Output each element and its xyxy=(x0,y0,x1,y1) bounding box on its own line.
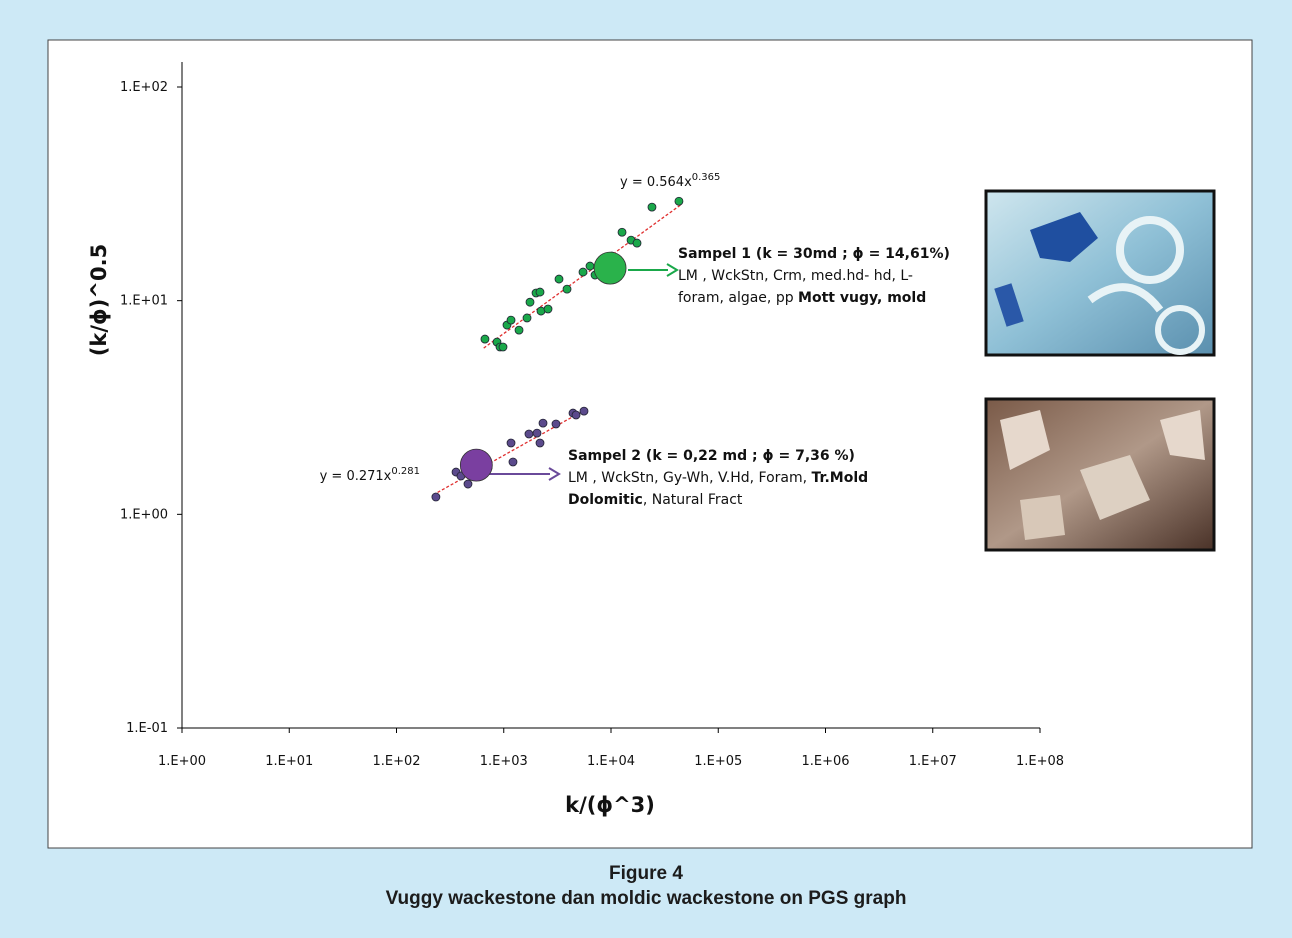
point xyxy=(633,239,641,247)
point xyxy=(586,262,594,270)
x-tick-label: 1.E+02 xyxy=(372,754,420,769)
annotation-line: LM , WckStn, Crm, med.hd- hd, L- xyxy=(678,268,913,284)
annotation-line: Sampel 1 (k = 30md ; ϕ = 14,61%) xyxy=(678,246,950,262)
annotation-text: LM , WckStn, Gy-Wh, V.Hd, Foram, xyxy=(568,470,812,486)
point xyxy=(523,314,531,322)
point xyxy=(618,228,626,236)
point xyxy=(580,407,588,415)
fit-exponent: 0.281 xyxy=(391,466,420,477)
point xyxy=(675,197,683,205)
point xyxy=(572,411,580,419)
y-tick-label: 1.E+02 xyxy=(120,80,168,95)
annotation-text: , Natural Fract xyxy=(643,492,743,508)
photo-1 xyxy=(986,191,1214,355)
x-tick-label: 1.E+00 xyxy=(158,754,206,769)
annotation-line: foram, algae, pp Mott vugy, mold xyxy=(678,290,926,306)
point xyxy=(579,268,587,276)
point xyxy=(555,275,563,283)
annotation-text: LM , WckStn, Crm, med.hd- hd, L- xyxy=(678,268,913,284)
point xyxy=(544,305,552,313)
x-axis-title: k/(ϕ^3) xyxy=(565,793,655,817)
point xyxy=(509,458,517,466)
x-tick-label: 1.E+05 xyxy=(694,754,742,769)
annotation-text: Mott vugy, mold xyxy=(798,290,926,306)
point xyxy=(536,439,544,447)
annotation-text: Tr.Mold xyxy=(812,470,869,486)
point xyxy=(526,298,534,306)
highlight-point xyxy=(460,449,492,481)
point xyxy=(507,316,515,324)
annotation-text: Sampel 1 (k = 30md ; ϕ = 14,61%) xyxy=(678,246,950,262)
y-tick-label: 1.E-01 xyxy=(126,721,168,736)
annotation-text: Dolomitic xyxy=(568,492,643,508)
x-tick-label: 1.E+06 xyxy=(801,754,849,769)
chart: k/(ϕ^3) (k/ϕ)^0.5 1.E+00 1.E+01 1.E+02 1.E+… xyxy=(0,0,1292,860)
fit-equation: y = 0.271x xyxy=(320,469,392,484)
photo-2 xyxy=(986,399,1214,550)
x-tick-label: 1.E+07 xyxy=(909,754,957,769)
x-tick-label: 1.E+08 xyxy=(1016,754,1064,769)
point xyxy=(432,493,440,501)
x-tick-label: 1.E+01 xyxy=(265,754,313,769)
figure-label: Figure 4 xyxy=(0,863,1292,885)
figure-caption: Vuggy wackestone dan moldic wackestone o… xyxy=(0,888,1292,910)
fit-exponent: 0.365 xyxy=(692,172,721,183)
point xyxy=(464,480,472,488)
point xyxy=(507,439,515,447)
annotation-line: LM , WckStn, Gy-Wh, V.Hd, Foram, Tr.Mold xyxy=(568,470,868,486)
annotation-text: Sampel 2 (k = 0,22 md ; ϕ = 7,36 %) xyxy=(568,448,855,464)
annotation-line: Dolomitic, Natural Fract xyxy=(568,492,743,508)
point xyxy=(499,343,507,351)
point xyxy=(515,326,523,334)
fit-equation: y = 0.564x xyxy=(620,175,692,190)
point xyxy=(481,335,489,343)
y-tick-label: 1.E+01 xyxy=(120,294,168,309)
point xyxy=(552,420,560,428)
point xyxy=(536,288,544,296)
y-tick-label: 1.E+00 xyxy=(120,507,168,522)
annotation-line: Sampel 2 (k = 0,22 md ; ϕ = 7,36 %) xyxy=(568,448,855,464)
x-tick-label: 1.E+03 xyxy=(480,754,528,769)
y-axis-title: (k/ϕ)^0.5 xyxy=(87,244,111,356)
point xyxy=(648,203,656,211)
page: k/(ϕ^3) (k/ϕ)^0.5 1.E+00 1.E+01 1.E+02 1.E+… xyxy=(0,0,1292,938)
highlight-point xyxy=(594,252,626,284)
point xyxy=(525,430,533,438)
point xyxy=(563,285,571,293)
point xyxy=(539,419,547,427)
point xyxy=(533,429,541,437)
annotation-text: foram, algae, pp xyxy=(678,290,798,306)
x-tick-label: 1.E+04 xyxy=(587,754,635,769)
